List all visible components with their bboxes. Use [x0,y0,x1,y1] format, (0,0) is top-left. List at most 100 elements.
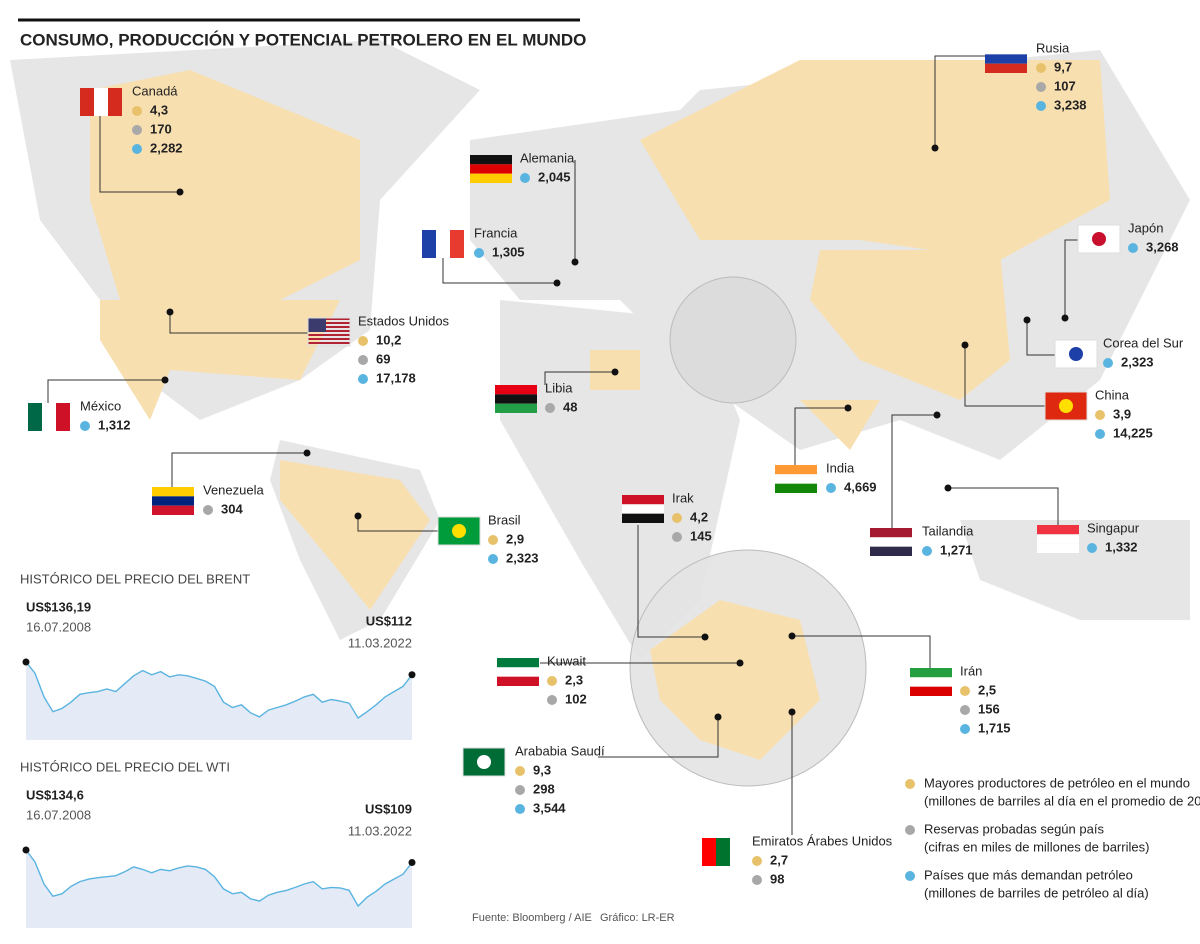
flag-stripe [775,474,817,484]
flag-stripe [56,403,70,431]
zoom-circle [669,276,797,404]
flag-stripe [495,403,537,413]
indicator-dot [1036,63,1046,73]
flag [28,403,70,431]
flag-emblem [1059,399,1073,413]
flag-stripe [1037,525,1079,535]
legend-note: (millones de barriles de petróleo al día… [924,885,1149,900]
flag-stripe [94,88,108,116]
location-dot [611,368,619,376]
country-value: 2,323 [506,550,539,565]
flag-stripe [622,495,664,505]
flag-stripe [308,334,350,336]
indicator-dot [545,403,555,413]
leader-line [357,516,438,532]
flag-stripe [152,496,194,506]
country-name: México [80,398,121,413]
country-value: 10,2 [376,332,401,347]
country-name: India [826,460,855,475]
country-value: 3,9 [1113,406,1131,421]
leader-line [544,371,615,385]
flag-stripe [1037,543,1079,553]
flag-stripe [910,686,952,696]
indicator-dot [960,724,970,734]
flag-stripe [622,504,664,514]
legend-label: Países que más demandan petróleo [924,867,1133,882]
flag-stripe [470,173,512,183]
country-name: Corea del Sur [1103,335,1184,350]
location-dot [933,411,941,419]
indicator-dot [80,421,90,431]
flag-field [1054,339,1098,369]
indicator-dot [960,686,970,696]
highlighted-countries [90,60,1110,610]
flag-stripe [870,528,912,538]
country-value: 2,282 [150,140,183,155]
flag [307,317,351,347]
start-price: US$136,19 [26,599,91,614]
leader-line [891,414,937,528]
location-dot [166,308,174,316]
flag-stripe [985,63,1027,73]
location-dot [571,258,579,266]
leader-line [598,717,719,758]
country-value: 2,3 [565,672,583,687]
end-date: 11.03.2022 [348,823,412,838]
indicator-dot [515,804,525,814]
start-date: 16.07.2008 [26,619,91,634]
flag-stripe [152,505,194,515]
country-value: 298 [533,781,555,796]
flag-stripe [152,487,194,497]
indicator-dot [672,532,682,542]
flag-stripe [422,230,436,258]
country-name: Rusia [1036,40,1070,55]
country-name: Irán [960,663,982,678]
price-area [26,662,412,740]
country-name: Libia [545,380,573,395]
leader-line [637,525,705,638]
country-name: Singapur [1087,520,1140,535]
country-value: 3,544 [533,800,566,815]
location-dot [701,633,709,641]
flag-emblem [452,524,466,538]
flag [462,747,506,777]
chart-title: HISTÓRICO DEL PRECIO DEL BRENT [20,571,250,586]
legend-note: (cifras en miles de millones de barriles… [924,839,1149,854]
indicator-dot [488,535,498,545]
start-point [22,846,30,854]
flag-canton [308,318,326,332]
country-value: 69 [376,351,390,366]
flag-stripe [308,318,350,320]
country-value: 1,271 [940,542,973,557]
flag-stripe [870,537,912,547]
flag-emblem [1092,232,1106,246]
indicator-dot [1036,82,1046,92]
flag-stripe [775,483,817,493]
location-dot [553,279,561,287]
flag-stripe [308,330,350,332]
country-name: China [1095,387,1130,402]
country-value: 2,9 [506,531,524,546]
end-date: 11.03.2022 [348,635,412,650]
leader-line [792,635,931,668]
location-dot [931,144,939,152]
country-name: Tailandia [922,523,974,538]
country-value: 107 [1054,78,1076,93]
country-value: 2,7 [770,852,788,867]
indicator-dot [1087,543,1097,553]
indicator-dot [358,355,368,365]
location-dot [1061,314,1069,322]
country-value: 17,178 [376,370,416,385]
flag-stripe [910,677,952,687]
indicator-dot [960,705,970,715]
leader-line [1026,320,1055,356]
location-dot [303,449,311,457]
flag [985,45,1027,73]
flag [422,230,464,258]
leader-line [47,379,165,403]
location-dot [161,376,169,384]
country-value: 9,7 [1054,59,1072,74]
leader-line [99,116,180,193]
flag [1077,224,1121,254]
legend-label: Mayores productores de petróleo en el mu… [924,775,1190,790]
